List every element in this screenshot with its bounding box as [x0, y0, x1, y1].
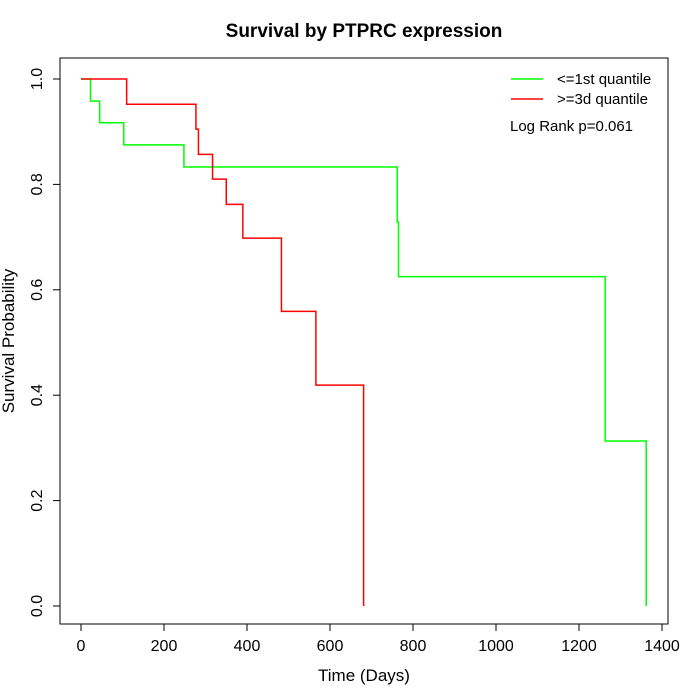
y-tick-label: 0.4: [29, 384, 46, 406]
x-tick-label: 800: [400, 638, 427, 655]
x-tick-label: 1000: [478, 638, 514, 655]
y-tick-label: 1.0: [29, 68, 46, 90]
chart-title: Survival by PTPRC expression: [226, 21, 503, 42]
y-tick-label: 0.2: [29, 489, 46, 511]
y-axis-label: Survival Probability: [0, 268, 18, 413]
x-axis-label: Time (Days): [318, 666, 410, 685]
y-tick-label: 0.0: [29, 595, 46, 617]
legend-label: >=3d quantile: [557, 91, 648, 108]
x-tick-label: 200: [151, 638, 178, 655]
x-tick-label: 400: [234, 638, 261, 655]
y-tick-label: 0.8: [29, 173, 46, 195]
x-tick-label: 1200: [561, 638, 597, 655]
y-tick-label: 0.6: [29, 279, 46, 301]
log-rank-annotation: Log Rank p=0.061: [510, 118, 633, 135]
legend-label: <=1st quantile: [557, 71, 651, 88]
survival-curve-series-2: [81, 78, 365, 606]
series-lines: [81, 78, 647, 606]
x-tick-label: 600: [317, 638, 344, 655]
x-axis: 0 200 400 600 800 1000 1200 1400: [77, 623, 680, 655]
survival-curve-series-1: [81, 78, 647, 606]
x-tick-label: 0: [77, 638, 86, 655]
y-axis: 0.0 0.2 0.4 0.6 0.8 1.0: [29, 68, 61, 617]
legend: <=1st quantile >=3d quantile: [511, 71, 651, 108]
x-tick-label: 1400: [644, 638, 680, 655]
